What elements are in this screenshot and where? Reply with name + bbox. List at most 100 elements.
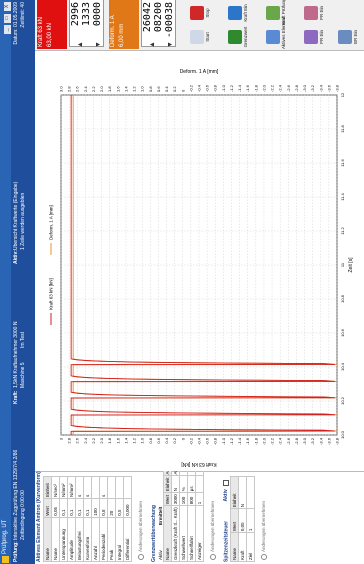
br-ein-button[interactable]: BR Ein [335,25,364,49]
deform-readout-header: Deform. 1 A 6,00 mm [109,0,139,49]
maximize-button[interactable]: □ [4,13,11,23]
table-row[interactable]: Integral 0,5 [115,476,124,562]
chevron-up-icon[interactable]: ▲ [149,41,156,48]
y-tick-label: 2.2 [91,437,96,443]
y2-tick-label: 3.0 [59,86,64,92]
table-cell[interactable]: 0,1 [67,498,76,518]
readout-panel: Kraft 63 kN 63,00 kN 2996 1333 0000 ▲ ▼ … [35,0,364,51]
table-cell: Kraft [238,532,247,562]
table-row[interactable]: Schnellfahrt 800 μs [187,465,196,562]
signal-icon [228,30,242,44]
table-row[interactable]: Anzahl 100 [91,476,100,562]
table-cell: Name [51,517,60,562]
y-tick-label: -1.8 [253,437,258,445]
y-tick-label: -2.2 [270,437,275,445]
table-row[interactable]: Schwellwert 100% [179,465,188,562]
start-button[interactable]: Start [187,25,223,49]
grenzwert-button[interactable]: Grenzwert [225,25,261,49]
y2-tick-label: -0.8 [213,84,218,92]
element-icon [266,30,280,44]
apply-changes-option-1[interactable]: Änderungen übernehmen [138,472,144,560]
table-cell[interactable]: 0,1 [83,498,92,518]
table-cell[interactable]: 0,05 [238,508,247,533]
peak-control-title: Spitzenzeitsteuer Aktiv [222,472,230,564]
col-header: Name [163,505,172,562]
checkbox-icon[interactable] [223,479,229,486]
table-row[interactable]: Periodenzahl 0,8 s [99,476,108,562]
table-cell[interactable]: 0,5 [115,498,124,518]
table-row[interactable]: Ziel 1 [246,476,255,562]
toolbar-label: Kraft Prüfung [281,0,286,25]
table-row[interactable]: Differential 0,000 [123,476,132,562]
kraft-values: 2996 1333 0000 [69,0,104,47]
table-row[interactable]: Name 0,05 N/sec² [51,476,60,562]
y2-tick-label: 0.4 [164,86,169,92]
maschine-value: Maschine 5 [20,362,26,388]
peak-control-label: Spitzenzeitsteuer [223,520,230,562]
pr-ein-button[interactable]: PR Ein [301,25,337,49]
y2-tick-label: 0.8 [148,86,153,92]
y2-tick-label: -1.4 [237,84,242,92]
chevron-down-icon[interactable]: ▼ [95,41,102,48]
apply-changes-option-2[interactable]: Änderungen übernehmen [210,472,216,560]
y-tick-label: 2.8 [67,437,72,443]
chevron-down-icon[interactable]: ▼ [167,41,174,48]
table-cell[interactable]: 100 [179,492,188,506]
table-cell: s [99,476,108,499]
table-cell: N [238,476,247,509]
kraft-pr-fung-button[interactable]: Kraft Prüfung [263,0,299,25]
parameter-panel: Aktives Element Amtron (Kurvenform) Name… [35,465,364,564]
stop-button[interactable]: Stop [187,1,223,25]
y2-tick-label: -1.8 [253,84,258,92]
deform-value-3: -00038 [164,2,175,39]
radio-icon [138,554,144,560]
aktives-element-button[interactable]: Aktives Element [263,16,299,49]
datum-value: Datum: 01.05.2009 [13,2,19,45]
x-tick-label: 10.0 [340,430,345,439]
table-row[interactable]: Grenzkraft (Kraft tl... Kraft)3000NAus [171,465,180,562]
x-tick-label: 10.8 [340,294,345,303]
y2-tick-label: 0.2 [172,86,177,92]
kraft-ein-button[interactable]: Kraft Ein [225,1,261,25]
pr-ein-button[interactable]: PR Ein [301,1,337,25]
x-tick-label: 10.2 [340,396,345,405]
start-icon [190,30,204,44]
kraft-value: 1,5kN Kraftaufnehmer 3000 N [13,321,19,388]
y-tick-label: 3 [59,437,64,440]
y-tick-label: 1.8 [107,437,112,443]
y-tick-label: 1.4 [123,437,128,443]
col-header: Einheit [43,476,52,499]
table-cell[interactable]: 0,000 [123,498,132,518]
aktiv-label: Aktiv: [13,250,19,264]
table-cell[interactable]: 0,1 [59,498,68,518]
minimize-button[interactable]: _ [4,25,11,35]
table-cell[interactable]: 1 [246,508,255,533]
table-cell[interactable]: 3000 [171,492,180,506]
table-cell[interactable]: 0,8 [99,498,108,518]
table-row[interactable]: Amplitude 0,1 N/mm² [67,476,76,562]
close-button[interactable]: X [4,2,11,11]
y-tick-label: -1.0 [221,437,226,445]
table-row[interactable]: Peak 20 [107,476,116,562]
y-tick-label: 0.6 [156,437,161,443]
pr-icon [304,6,318,20]
table-row[interactable]: Belastungsfrei 0,1 s [75,476,84,562]
table-row[interactable]: Unterspannung 0,1 N/mm² [59,476,68,562]
y-tick-label: -3.6 [326,437,331,445]
table-cell[interactable]: 0,05 [51,498,60,518]
table-row[interactable]: Kraft 0,05 N [238,476,247,562]
table-row[interactable]: Kurvenform 0,1 s [83,476,92,562]
table-cell: Peak [107,517,116,562]
chevron-up-icon[interactable]: ▲ [77,41,84,48]
table-cell[interactable]: 800 [187,492,196,506]
apply-changes-option-3[interactable]: Änderungen übernehmen [261,472,268,560]
toolbar-label: Aktives Element [281,16,286,49]
y2-tick-label: 2.4 [83,86,88,92]
table-row[interactable]: Anzeiger 1 [195,465,204,562]
table-cell[interactable]: 100 [91,498,100,518]
table-cell[interactable]: 20 [107,498,116,518]
table-cell [195,475,204,493]
deform-values: 26042 08200 -00038 [141,0,176,47]
table-cell[interactable]: 0,1 [75,498,84,518]
table-cell[interactable]: 1 [195,492,204,506]
